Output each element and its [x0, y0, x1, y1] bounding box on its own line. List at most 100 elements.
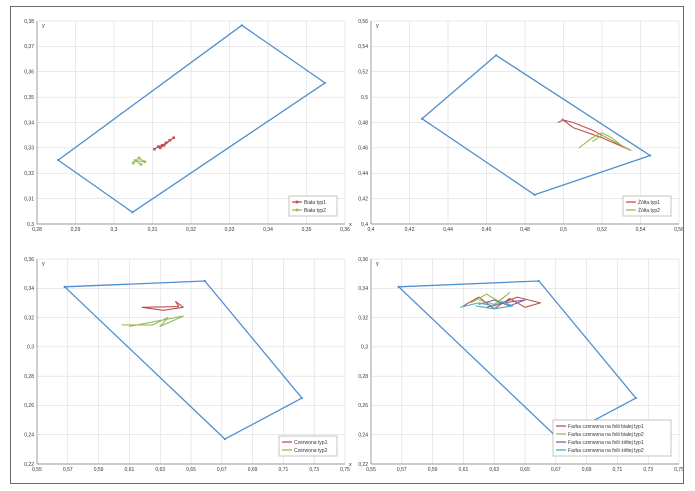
x-tick-label: 0,65	[186, 467, 196, 473]
series-line	[470, 292, 511, 305]
legend-label: Biała typ1	[304, 200, 326, 206]
x-tick-label: 0,33	[225, 227, 235, 233]
chart-grid: 0,28 0,29 0,3 0,31 0,32 0,33 0,34 0,35 0,360,30,…	[24, 19, 683, 473]
x-tick-label: 0,55	[366, 467, 376, 473]
legend-label: Żółta typ1	[638, 199, 660, 206]
figure-frame: 0,28 0,29 0,3 0,31 0,32 0,33 0,34 0,35 0,36 0,3 0,…	[10, 6, 684, 484]
x-tick-label: 0,35	[302, 227, 312, 233]
x-tick-label: 0,44	[443, 227, 453, 233]
data-point	[203, 279, 206, 283]
data-point	[533, 193, 536, 196]
y-tick-label: 0,34	[24, 120, 34, 126]
y-tick-label: 0,22	[358, 462, 368, 468]
x-tick-label: 0,59	[94, 467, 104, 473]
x-tick-label: 0,5	[560, 227, 567, 233]
chart-panel-1: 0,28 0,29 0,3 0,31 0,32 0,33 0,34 0,35 0,36 0,3 0,…	[24, 19, 352, 233]
data-point	[137, 156, 141, 160]
data-point	[172, 136, 175, 140]
y-tick-label: 0,42	[358, 196, 368, 202]
x-tick-label: 0,71	[279, 467, 289, 473]
data-point	[300, 397, 303, 400]
legend-box	[552, 419, 672, 457]
x-tick-label: 0,57	[397, 467, 407, 473]
legend-label: Biała typ2	[304, 208, 326, 214]
data-point	[495, 54, 498, 57]
x-tick-label: 0,46	[482, 227, 492, 233]
y-tick-label: 0,22	[24, 462, 34, 468]
legend-marker	[295, 208, 299, 212]
data-point	[323, 81, 327, 85]
y-tick-label: 0,3	[27, 345, 34, 351]
data-point	[168, 138, 172, 142]
y-tick-label: 0,44	[358, 171, 368, 177]
legend-label: Czerwona typ1	[294, 440, 328, 446]
y-tick-label: 0,5	[361, 95, 368, 101]
data-point	[160, 144, 164, 147]
gamut-boundary-line	[64, 280, 303, 440]
chart-panel-4: 0,55 0,57 0,59 0,61 0,63 0,65 0,67 0,69 0,71 0,73…	[358, 257, 683, 473]
y-tick-label: 0,32	[24, 315, 34, 321]
x-tick-label: 0,3	[111, 227, 118, 233]
series-line	[460, 300, 514, 310]
gamut-boundary-line	[57, 24, 326, 213]
x-tick-label: 0,63	[489, 467, 499, 473]
x-tick-label: 0,75	[340, 467, 350, 473]
series-line	[141, 300, 184, 311]
legend-label: Farba czerwona na folii żółtej typ2	[568, 448, 644, 454]
data-point	[131, 161, 135, 165]
x-axis-label: x	[349, 462, 352, 468]
x-tick-label: 0,61	[125, 467, 135, 473]
data-point	[397, 285, 400, 288]
data-point	[649, 154, 652, 157]
x-tick-label: 0,63	[155, 467, 165, 473]
y-axis-label: y	[376, 23, 379, 29]
y-tick-label: 0,36	[358, 257, 368, 263]
gamut-boundary-line	[421, 54, 651, 196]
y-tick-label: 0,36	[24, 70, 34, 76]
data-point	[131, 211, 134, 214]
y-tick-label: 0,32	[24, 171, 34, 177]
x-tick-label: 0,34	[263, 227, 273, 233]
x-tick-label: 0,52	[597, 227, 607, 233]
series-line	[478, 299, 526, 308]
data-point	[223, 438, 226, 441]
x-tick-label: 0,54	[636, 227, 646, 233]
x-tick-label: 0,61	[459, 467, 469, 473]
x-tick-label: 0,28	[32, 227, 42, 233]
x-axis-label: x	[349, 222, 352, 228]
x-tick-label: 0,69	[248, 467, 258, 473]
data-point	[143, 160, 147, 164]
y-tick-label: 0,32	[358, 315, 368, 321]
y-tick-label: 0,26	[24, 403, 34, 409]
x-tick-label: 0,57	[63, 467, 73, 473]
y-tick-label: 0,26	[358, 403, 368, 409]
data-point	[57, 158, 60, 162]
y-tick-label: 0,35	[24, 95, 34, 101]
y-tick-label: 0,28	[358, 374, 368, 380]
legend: Biała typ1 Biała typ2	[288, 195, 338, 217]
legend-label: Żółta typ2	[638, 207, 660, 214]
x-tick-label: 0,55	[32, 467, 42, 473]
y-tick-label: 0,28	[24, 374, 34, 380]
y-tick-label: 0,36	[24, 257, 34, 263]
y-tick-label: 0,3	[361, 345, 368, 351]
legend: Farba czerwona na folii białej typ1 Farba…	[552, 419, 672, 457]
data-point	[158, 146, 162, 150]
legend-label: Farba czerwona na folii żółtej typ1	[568, 440, 644, 446]
legend-label: Farba czerwona na folii białej typ2	[568, 432, 644, 438]
x-tick-label: 0,48	[520, 227, 530, 233]
data-point	[139, 163, 143, 166]
legend-box	[278, 435, 338, 457]
data-point	[133, 159, 137, 162]
legend-label: Farba czerwona na folii białej typ1	[568, 424, 644, 430]
y-tick-label: 0,4	[361, 222, 368, 228]
x-tick-label: 0,4	[368, 227, 375, 233]
x-tick-label: 0,29	[71, 227, 81, 233]
x-tick-label: 0,59	[428, 467, 438, 473]
y-axis-label: y	[42, 261, 45, 267]
y-tick-label: 0,24	[24, 433, 34, 439]
y-axis-label: y	[42, 23, 45, 29]
legend: Czerwona typ1 Czerwona typ2	[278, 435, 338, 457]
legend-box	[288, 195, 338, 217]
